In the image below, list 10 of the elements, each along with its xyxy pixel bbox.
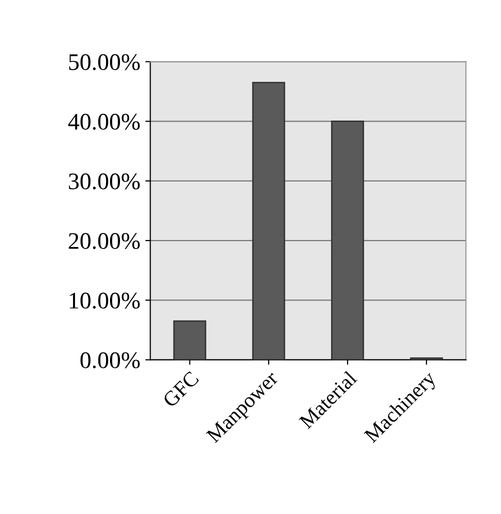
bar: [252, 82, 286, 360]
y-tick-label: 0.00%: [80, 352, 140, 368]
x-tick-label: GFC: [162, 370, 200, 408]
bar: [331, 120, 364, 360]
y-tick-label: 50.00%: [69, 54, 140, 70]
y-tick-label: 20.00%: [68, 233, 140, 250]
bar: [173, 320, 206, 360]
y-tick-label: 40.00%: [68, 114, 140, 130]
y-tick-label: 30.00%: [68, 173, 140, 190]
y-tick-label: 10.00%: [70, 292, 140, 309]
